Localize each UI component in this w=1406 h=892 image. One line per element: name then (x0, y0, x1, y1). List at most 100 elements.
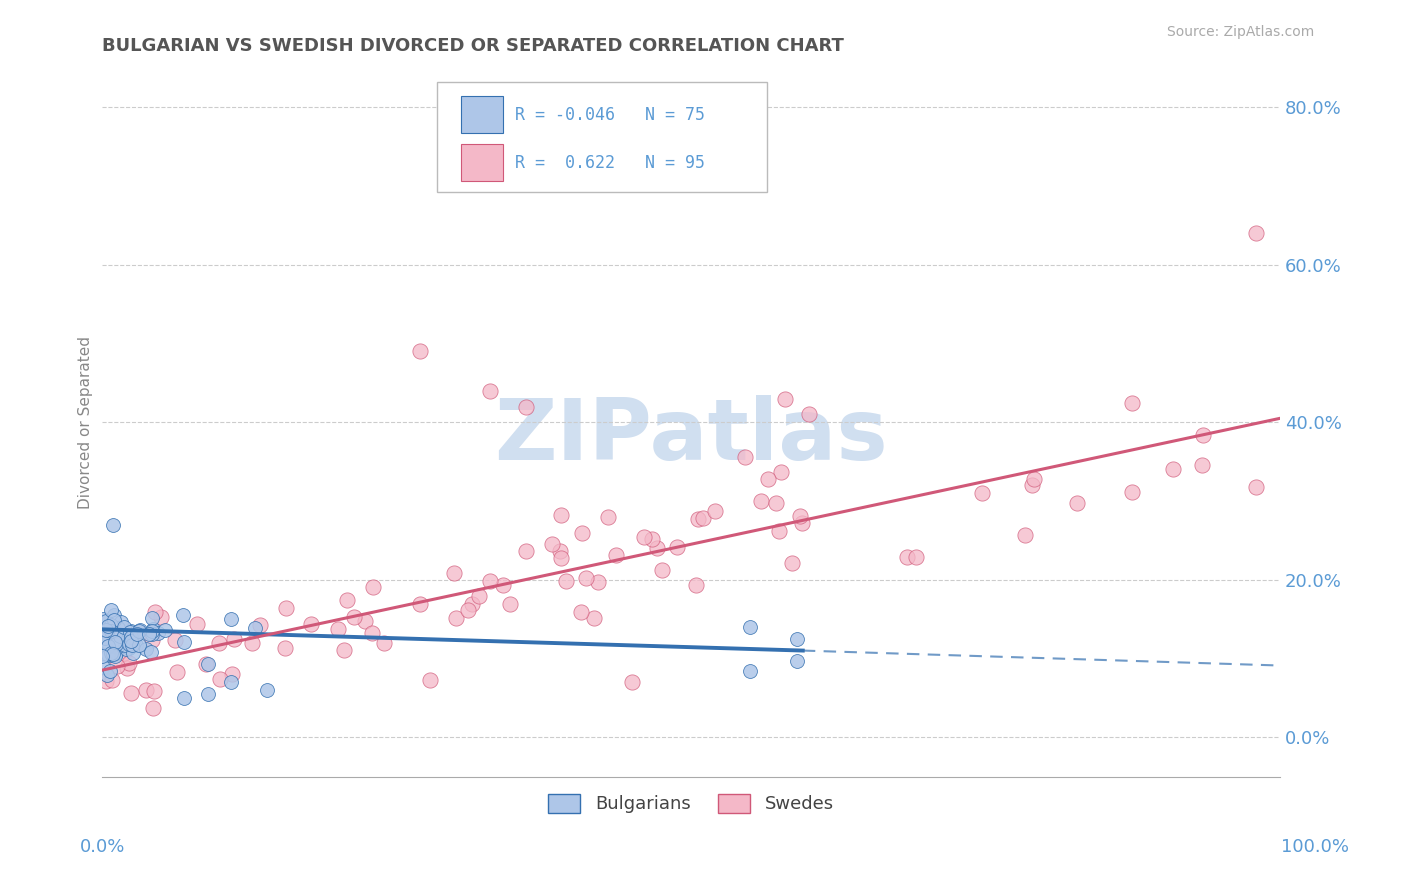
Point (105, 640, 128, 655)
Point (790, 516, 813, 530)
Point (120, 624, 142, 639)
Point (100, 618, 122, 632)
Point (444, 611, 467, 625)
Point (540, 537, 562, 551)
Text: Source: ZipAtlas.com: Source: ZipAtlas.com (1167, 25, 1315, 39)
Point (666, 540, 689, 554)
Point (105, 646, 128, 660)
Point (100, 602, 122, 616)
Point (107, 621, 129, 635)
Text: R = -0.046   N = 75: R = -0.046 N = 75 (515, 106, 706, 124)
Point (93, 631, 115, 645)
Text: R =  0.622   N = 95: R = 0.622 N = 95 (515, 153, 706, 171)
Point (756, 472, 779, 486)
Point (492, 578, 515, 592)
Point (91, 625, 114, 640)
Point (165, 632, 187, 647)
Point (121, 630, 143, 644)
Point (173, 690, 195, 705)
Point (904, 550, 927, 565)
Point (139, 645, 162, 659)
Point (100, 624, 122, 639)
Point (222, 632, 245, 646)
Point (479, 384, 502, 398)
Point (605, 548, 627, 562)
Text: 0.0%: 0.0% (80, 838, 125, 856)
Point (125, 627, 148, 641)
Point (166, 665, 188, 679)
Point (142, 622, 165, 636)
Point (645, 541, 668, 556)
Point (457, 602, 479, 616)
Point (354, 614, 377, 628)
Point (96, 614, 118, 628)
Point (686, 511, 709, 525)
Text: ZIPatlas: ZIPatlas (494, 395, 887, 478)
Point (789, 509, 811, 524)
Point (692, 511, 714, 525)
Text: 100.0%: 100.0% (1281, 838, 1348, 856)
Point (571, 525, 593, 540)
Point (299, 617, 322, 632)
Point (172, 608, 194, 623)
Point (328, 622, 350, 636)
Point (138, 626, 160, 640)
Point (135, 683, 157, 698)
Point (97, 639, 120, 653)
Point (499, 597, 522, 611)
Point (1121, 484, 1143, 499)
Point (94, 673, 117, 688)
Point (197, 687, 219, 701)
Point (120, 634, 142, 648)
Point (343, 609, 366, 624)
Point (105, 659, 128, 673)
Point (554, 574, 576, 589)
Point (100, 647, 122, 661)
Point (583, 611, 606, 625)
Point (118, 641, 141, 656)
Point (173, 635, 195, 649)
Point (112, 620, 135, 634)
Point (336, 593, 359, 607)
Point (1014, 527, 1036, 541)
Point (104, 637, 127, 651)
Point (91, 660, 114, 674)
Point (104, 634, 127, 648)
Point (120, 624, 142, 638)
Point (120, 686, 142, 700)
Point (97, 619, 120, 633)
Point (129, 623, 152, 637)
Point (1021, 478, 1043, 492)
Point (141, 632, 163, 647)
Point (117, 637, 139, 651)
Point (361, 580, 384, 594)
Point (274, 601, 297, 615)
Point (122, 632, 145, 646)
Point (97, 648, 120, 662)
Point (970, 486, 993, 500)
Point (141, 624, 163, 639)
Point (103, 614, 125, 628)
Point (104, 627, 127, 641)
Point (103, 517, 125, 532)
Point (208, 636, 231, 650)
Point (240, 636, 263, 650)
Point (274, 641, 297, 656)
Point (575, 571, 598, 585)
Point (651, 563, 673, 577)
Point (98, 664, 121, 678)
Point (1246, 227, 1268, 241)
Point (333, 642, 356, 657)
Point (103, 635, 125, 649)
Point (104, 649, 127, 664)
Point (97, 620, 120, 634)
Point (101, 647, 124, 661)
Point (409, 598, 432, 612)
Point (461, 597, 484, 611)
Point (121, 646, 143, 660)
Point (515, 400, 537, 414)
Point (749, 493, 772, 508)
Point (685, 578, 707, 592)
Point (110, 615, 132, 630)
Point (621, 674, 644, 689)
